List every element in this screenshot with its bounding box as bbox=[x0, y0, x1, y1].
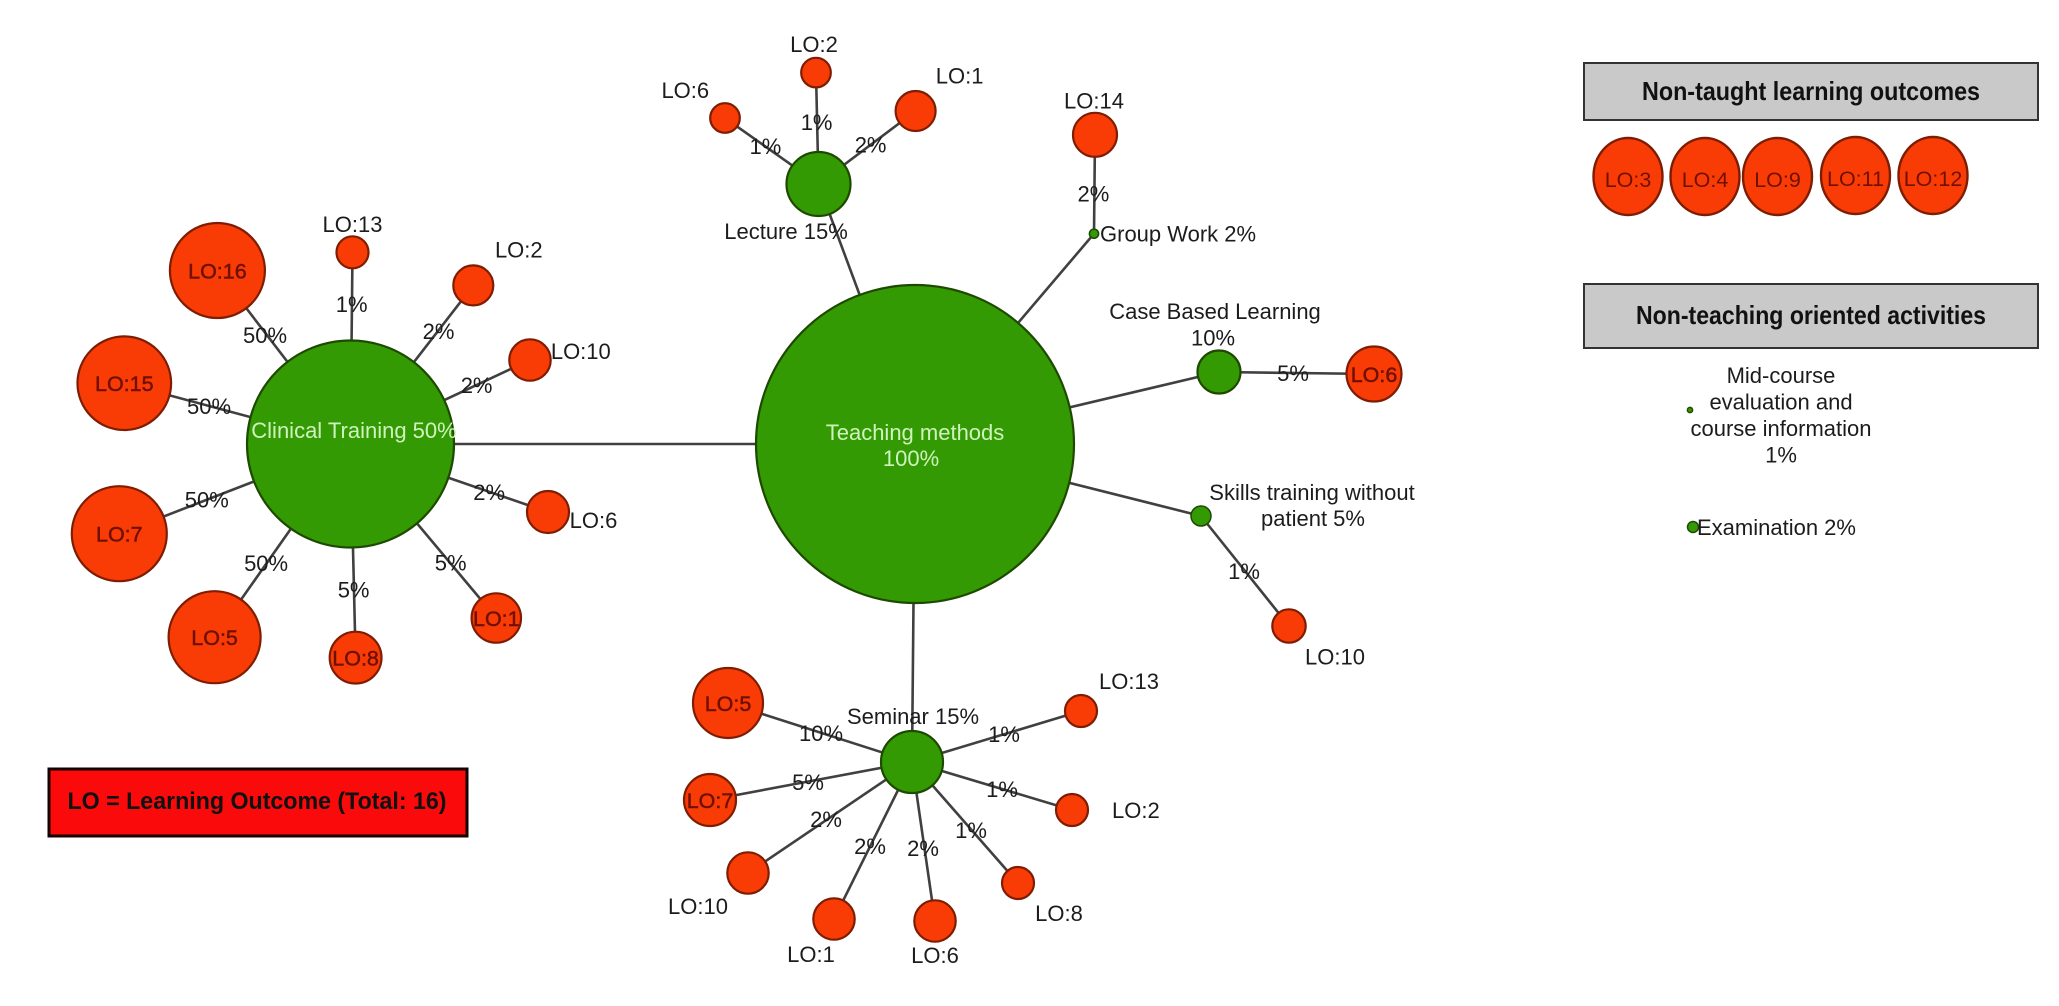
svg-text:LO:6: LO:6 bbox=[911, 943, 959, 968]
svg-text:1%: 1% bbox=[986, 777, 1018, 802]
svg-text:Examination 2%: Examination 2% bbox=[1697, 515, 1856, 540]
svg-text:1%: 1% bbox=[955, 818, 987, 843]
svg-text:5%: 5% bbox=[1277, 361, 1309, 386]
svg-text:2%: 2% bbox=[907, 836, 939, 861]
svg-text:50%: 50% bbox=[187, 394, 231, 419]
svg-text:LO:2: LO:2 bbox=[1112, 798, 1160, 823]
svg-text:1%: 1% bbox=[988, 722, 1020, 747]
svg-text:LO:14: LO:14 bbox=[1064, 89, 1124, 114]
svg-text:course information: course information bbox=[1691, 416, 1872, 441]
svg-text:2%: 2% bbox=[1078, 182, 1110, 207]
svg-text:LO:11: LO:11 bbox=[1827, 167, 1884, 191]
svg-text:LO:6: LO:6 bbox=[661, 78, 709, 103]
svg-text:LO:16: LO:16 bbox=[188, 260, 247, 284]
svg-text:Mid-course: Mid-course bbox=[1727, 363, 1836, 388]
svg-text:LO:6: LO:6 bbox=[1351, 363, 1398, 387]
svg-text:1%: 1% bbox=[336, 292, 368, 317]
svg-text:Group Work 2%: Group Work 2% bbox=[1100, 222, 1256, 247]
svg-text:10%: 10% bbox=[799, 721, 843, 746]
svg-text:LO:4: LO:4 bbox=[1682, 168, 1729, 192]
svg-text:patient 5%: patient 5% bbox=[1261, 506, 1365, 531]
svg-text:LO:1: LO:1 bbox=[473, 607, 520, 631]
svg-text:Lecture 15%: Lecture 15% bbox=[724, 219, 848, 244]
svg-text:1%: 1% bbox=[750, 134, 782, 159]
svg-text:LO:10: LO:10 bbox=[551, 339, 611, 364]
svg-text:LO:10: LO:10 bbox=[668, 894, 728, 919]
svg-text:LO:1: LO:1 bbox=[936, 63, 984, 88]
svg-text:10%: 10% bbox=[1191, 326, 1235, 351]
svg-text:LO:5: LO:5 bbox=[705, 692, 752, 716]
svg-text:Teaching methods: Teaching methods bbox=[826, 420, 1005, 445]
svg-text:evaluation and: evaluation and bbox=[1709, 390, 1852, 415]
svg-text:LO:12: LO:12 bbox=[1904, 167, 1963, 191]
svg-text:LO:2: LO:2 bbox=[495, 238, 543, 263]
svg-text:LO:5: LO:5 bbox=[191, 626, 238, 650]
svg-text:LO:1: LO:1 bbox=[787, 942, 835, 967]
svg-text:Seminar 15%: Seminar 15% bbox=[847, 704, 979, 729]
svg-text:1%: 1% bbox=[801, 110, 833, 135]
svg-text:LO:7: LO:7 bbox=[687, 789, 734, 813]
svg-text:LO:10: LO:10 bbox=[1305, 645, 1365, 670]
svg-text:Case Based Learning: Case Based Learning bbox=[1109, 299, 1321, 324]
svg-text:5%: 5% bbox=[792, 770, 824, 795]
svg-text:2%: 2% bbox=[854, 834, 886, 859]
svg-text:50%: 50% bbox=[244, 551, 288, 576]
svg-text:LO:9: LO:9 bbox=[1754, 168, 1801, 192]
svg-text:2%: 2% bbox=[810, 807, 842, 832]
svg-text:1%: 1% bbox=[1228, 559, 1260, 584]
svg-text:LO:2: LO:2 bbox=[790, 32, 838, 57]
svg-text:2%: 2% bbox=[423, 319, 455, 344]
svg-text:1%: 1% bbox=[1765, 443, 1797, 468]
svg-text:50%: 50% bbox=[243, 323, 287, 348]
svg-text:Clinical Training 50%: Clinical Training 50% bbox=[251, 418, 456, 443]
svg-text:Non-teaching oriented activiti: Non-teaching oriented activities bbox=[1636, 300, 1986, 330]
svg-text:LO:13: LO:13 bbox=[323, 212, 383, 237]
svg-text:100%: 100% bbox=[883, 446, 939, 471]
svg-text:LO:7: LO:7 bbox=[96, 523, 143, 547]
svg-text:Non-taught learning outcomes: Non-taught learning outcomes bbox=[1642, 76, 1980, 106]
svg-text:5%: 5% bbox=[435, 551, 467, 576]
svg-text:Skills training without: Skills training without bbox=[1209, 480, 1414, 505]
svg-text:50%: 50% bbox=[185, 487, 229, 512]
svg-text:LO:8: LO:8 bbox=[1035, 901, 1083, 926]
svg-text:LO:13: LO:13 bbox=[1099, 669, 1159, 694]
svg-text:2%: 2% bbox=[855, 132, 887, 157]
svg-text:5%: 5% bbox=[338, 578, 370, 603]
svg-text:LO:8: LO:8 bbox=[332, 647, 379, 671]
svg-text:LO:6: LO:6 bbox=[570, 508, 618, 533]
svg-text:LO = Learning Outcome (Total:: LO = Learning Outcome (Total: 16) bbox=[68, 788, 447, 815]
svg-text:2%: 2% bbox=[473, 480, 505, 505]
svg-text:2%: 2% bbox=[461, 373, 493, 398]
svg-text:LO:15: LO:15 bbox=[95, 372, 154, 396]
svg-text:LO:3: LO:3 bbox=[1605, 168, 1652, 192]
